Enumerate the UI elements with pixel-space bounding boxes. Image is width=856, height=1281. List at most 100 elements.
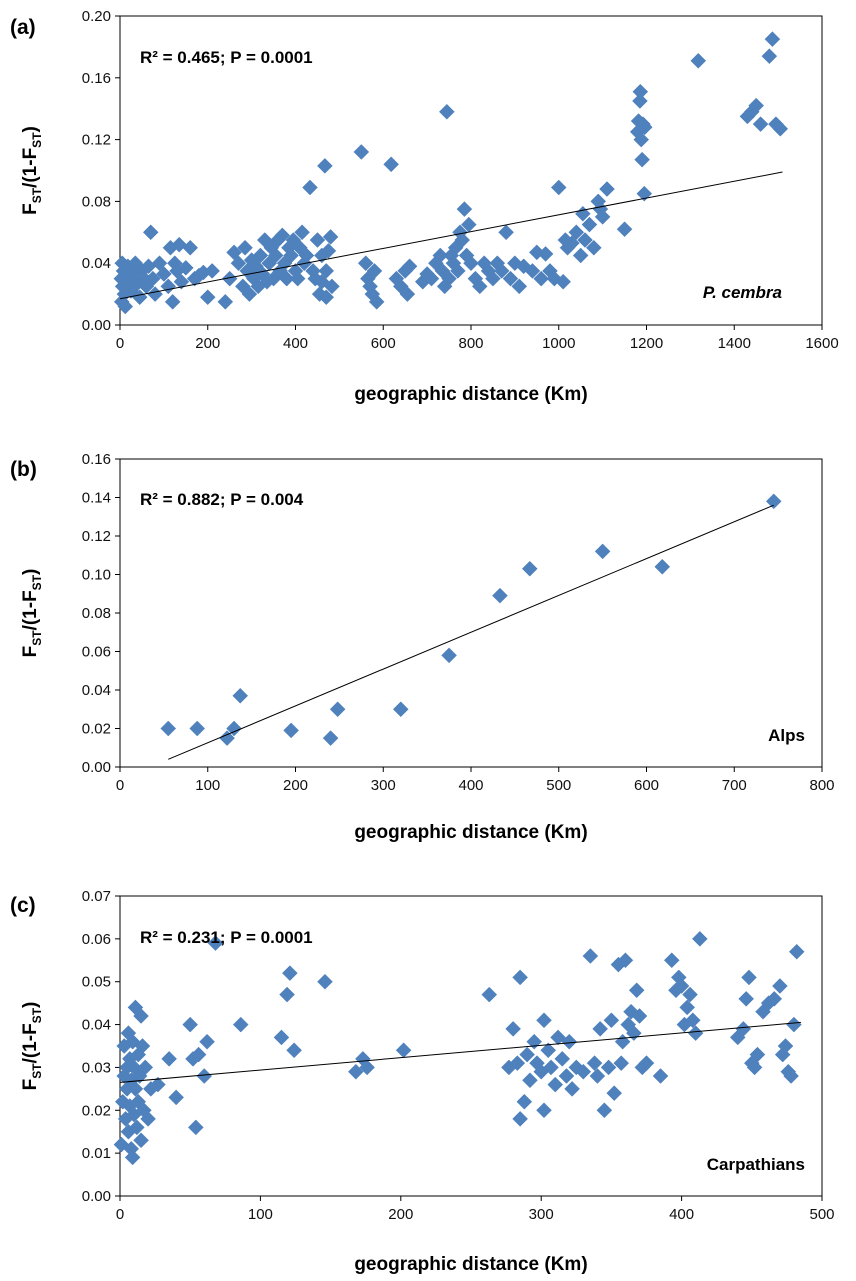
y-axis-label: FST/(1-FST) [20,1002,44,1091]
y-axis-label-subscript: ST [30,1063,44,1079]
data-point-diamond [765,493,782,510]
y-axis-label-subscript: ST [30,574,44,590]
data-point-diamond [368,293,385,310]
y-tick-label: 0.06 [82,931,111,948]
x-tick-label: 1000 [542,335,575,352]
data-point-diamond [294,224,310,241]
data-point-diamond [439,103,455,120]
region-label: Alps [768,726,805,745]
data-point-diamond [226,720,242,737]
y-tick-label: 0.10 [82,567,111,584]
y-axis-label-part: ) [20,569,41,575]
x-tick-label: 200 [195,335,220,352]
data-point-diamond [302,179,318,196]
data-point-diamond [599,181,615,197]
y-tick-label: 0.03 [82,1059,111,1076]
data-point-diamond [267,247,284,264]
x-tick-label: 500 [809,1206,834,1223]
data-point-diamond [317,158,333,174]
data-point-diamond [168,1089,185,1106]
trend-line [168,504,774,760]
panel-label: (a) [10,16,36,39]
data-point-diamond [526,1033,543,1050]
data-point-diamond [204,263,220,279]
data-point-diamond [317,973,333,990]
data-point-diamond [161,1051,177,1067]
data-point-diamond [600,1059,617,1076]
y-axis-label-part: /(1-F [20,148,41,188]
data-point-diamond [289,270,306,287]
x-axis-label: geographic distance (Km) [354,384,587,405]
region-label: Carpathians [707,1155,805,1174]
data-point-diamond [182,239,199,256]
x-axis-label: geographic distance (Km) [354,1254,587,1275]
data-point-diamond [329,701,346,718]
y-axis-label-subscript: ST [30,630,44,646]
data-point-diamond [617,952,634,969]
y-tick-label: 0.04 [82,1017,111,1034]
data-point-diamond [273,1029,290,1046]
data-point-diamond [577,232,593,248]
data-point-diamond [594,543,611,560]
data-point-diamond [189,720,206,737]
data-point-diamond [772,120,789,137]
data-point-diamond [752,116,769,133]
data-point-diamond [638,1055,655,1071]
y-tick-label: 0.12 [82,132,111,149]
x-tick-label: 800 [809,777,834,794]
x-tick-label: 0 [116,777,124,794]
data-point-diamond [606,1085,623,1101]
x-tick-label: 400 [669,1206,694,1223]
data-point-diamond [392,701,409,718]
x-tick-label: 800 [458,335,483,352]
data-point-diamond [283,247,299,264]
y-tick-label: 0.00 [82,759,111,776]
data-point-diamond [561,1033,578,1050]
data-point-diamond [283,722,299,739]
data-point-diamond [117,298,134,315]
data-point-diamond [164,293,181,310]
data-point-diamond [219,730,235,746]
data-point-diamond [423,270,440,287]
data-point-diamond [748,97,765,114]
y-axis-label-subscript: ST [30,187,44,203]
x-tick-label: 700 [722,777,747,794]
data-point-diamond [521,560,538,577]
data-point-diamond [687,1025,704,1041]
data-point-diamond [286,1042,302,1059]
data-point-diamond [632,83,649,100]
data-point-diamond [749,1046,766,1063]
data-point-diamond [594,208,611,225]
data-point-diamond [516,1093,533,1110]
data-point-diamond [232,1016,249,1033]
data-point-diamond [145,270,161,287]
data-point-diamond [142,224,159,241]
data-point-diamond [582,948,599,964]
data-point-diamond [401,258,418,275]
data-point-diamond [190,1046,207,1063]
data-point-diamond [128,1119,145,1136]
data-point-diamond [113,1136,130,1153]
data-point-diamond [512,969,528,986]
data-point-diamond [217,293,234,310]
x-tick-label: 400 [283,335,308,352]
y-tick-label: 0.20 [82,8,111,25]
data-point-diamond [631,1008,648,1024]
y-tick-label: 0.04 [82,255,111,272]
data-point-diamond [575,1063,592,1080]
y-tick-label: 0.04 [82,682,111,699]
trend-line [119,171,783,300]
data-point-diamond [596,1102,613,1119]
data-point-diamond [772,978,788,994]
data-point-diamond [127,1081,144,1097]
y-axis-label-part: /(1-F [20,590,41,630]
data-point-diamond [764,31,781,48]
x-tick-label: 400 [458,777,483,794]
data-point-diamond [140,1111,156,1127]
data-point-diamond [199,1033,215,1050]
data-point-diamond [196,1068,213,1084]
y-axis-label-subscript: ST [30,132,44,148]
data-point-diamond [133,1132,149,1149]
data-point-diamond [741,969,757,986]
